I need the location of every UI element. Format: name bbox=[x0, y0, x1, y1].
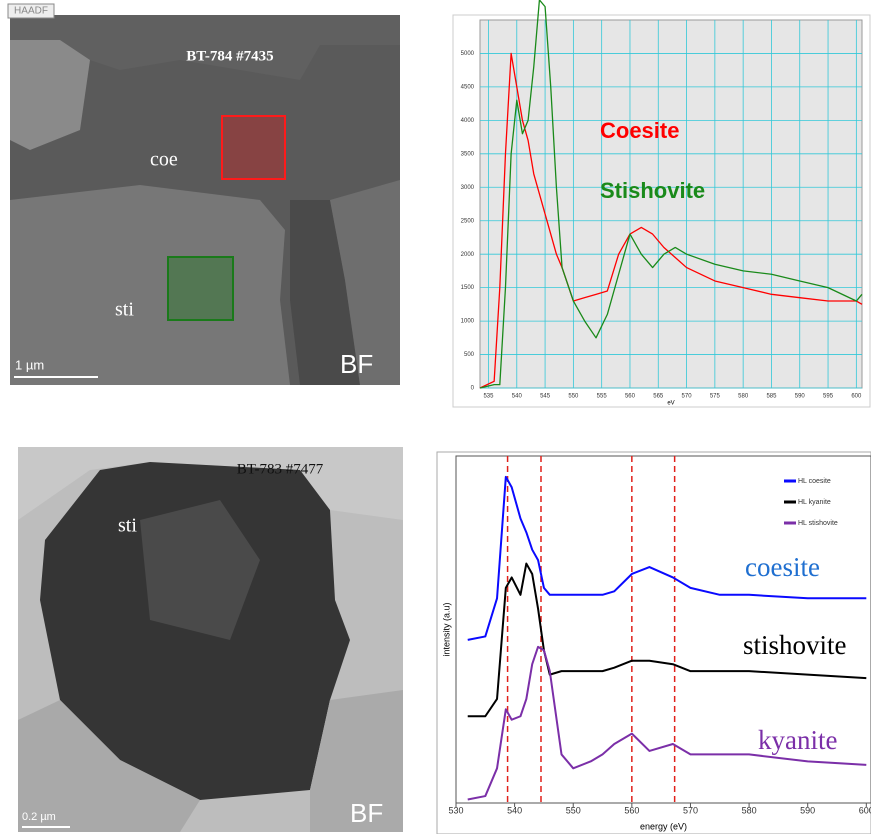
region-label: sti bbox=[118, 515, 137, 537]
image-label: BT-784 #7435 bbox=[186, 48, 273, 64]
x-tick-label: 570 bbox=[683, 805, 698, 815]
x-tick-label: 550 bbox=[568, 394, 579, 400]
x-tick-label: 545 bbox=[540, 394, 551, 400]
imaging-mode: BF bbox=[350, 798, 383, 828]
plot-area bbox=[480, 20, 862, 388]
x-tick-label: 590 bbox=[795, 394, 806, 400]
x-tick-label: 600 bbox=[851, 394, 862, 400]
y-tick-label: 3000 bbox=[461, 185, 475, 191]
legend-label: HL stishovite bbox=[798, 520, 838, 527]
y-tick-label: 5000 bbox=[461, 51, 475, 57]
x-tick-label: 560 bbox=[624, 805, 639, 815]
y-tick-label: 1500 bbox=[461, 285, 475, 291]
annotation: stishovite bbox=[743, 630, 847, 660]
x-tick-label: 555 bbox=[597, 394, 608, 400]
image-label: BT-783 #7477 bbox=[237, 461, 324, 477]
micrograph-1: HAADF BT-784 #7435 coe sti 1 µm BF bbox=[8, 4, 400, 385]
y-axis-label: intensity (a.u) bbox=[441, 602, 451, 656]
x-tick-label: 530 bbox=[448, 805, 463, 815]
region-label: coe bbox=[150, 149, 178, 171]
x-tick-label: 570 bbox=[682, 394, 693, 400]
legend-label: HL coesite bbox=[798, 478, 831, 485]
legend-label: HL kyanite bbox=[798, 499, 831, 506]
legend-label: Coesite bbox=[600, 118, 679, 143]
x-tick-label: 550 bbox=[566, 805, 581, 815]
x-tick-label: 535 bbox=[483, 394, 494, 400]
y-tick-label: 1000 bbox=[461, 319, 475, 325]
y-tick-label: 500 bbox=[464, 352, 475, 358]
x-tick-label: 540 bbox=[512, 394, 523, 400]
x-axis-label: eV bbox=[667, 401, 674, 407]
annotation: coesite bbox=[745, 552, 820, 582]
x-tick-label: 580 bbox=[738, 394, 749, 400]
y-tick-label: 2500 bbox=[461, 218, 475, 224]
imaging-mode: BF bbox=[340, 349, 373, 379]
figure: HAADF BT-784 #7435 coe sti 1 µm BF BT-78… bbox=[0, 0, 871, 834]
micrograph-2: BT-783 #7477 sti 0.2 µm BF bbox=[18, 447, 403, 832]
x-tick-label: 560 bbox=[625, 394, 636, 400]
x-tick-label: 585 bbox=[766, 394, 777, 400]
y-tick-label: 3500 bbox=[461, 151, 475, 157]
x-tick-label: 590 bbox=[800, 805, 815, 815]
x-tick-label: 540 bbox=[507, 805, 522, 815]
image-tag: HAADF bbox=[14, 6, 48, 17]
y-tick-label: 4000 bbox=[461, 118, 475, 124]
y-tick-label: 4500 bbox=[461, 84, 475, 90]
x-tick-label: 600 bbox=[859, 805, 871, 815]
legend-label: Stishovite bbox=[600, 178, 705, 203]
x-axis-label: energy (eV) bbox=[640, 821, 687, 831]
x-tick-label: 565 bbox=[653, 394, 664, 400]
x-tick-label: 575 bbox=[710, 394, 721, 400]
y-tick-label: 2000 bbox=[461, 252, 475, 258]
scale-bar-label: 1 µm bbox=[15, 357, 44, 372]
annotation: kyanite bbox=[758, 725, 837, 755]
x-tick-label: 595 bbox=[823, 394, 834, 400]
x-tick-label: 580 bbox=[742, 805, 757, 815]
scale-bar-label: 0.2 µm bbox=[22, 811, 56, 823]
region-label: sti bbox=[115, 299, 134, 321]
